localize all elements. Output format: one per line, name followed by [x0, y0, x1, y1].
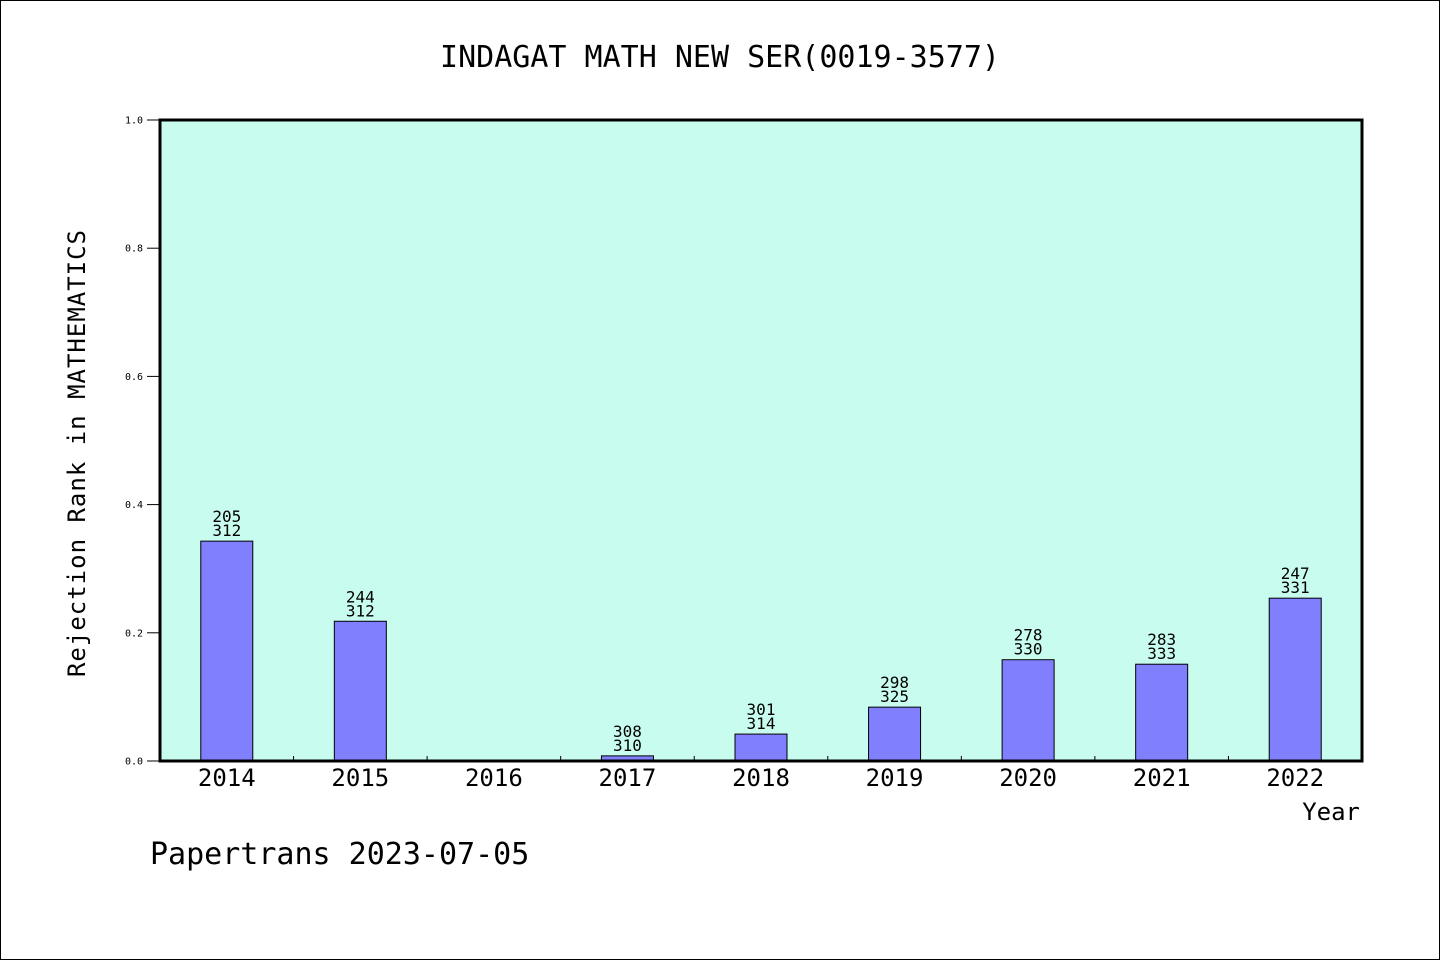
x-tick-label-2015: 2015 — [331, 764, 389, 792]
bar-2022 — [1268, 597, 1322, 762]
bar-label-top-2020: 278 — [1014, 626, 1043, 645]
x-axis-label: Year — [1302, 798, 1360, 826]
bar-2014 — [200, 540, 254, 762]
y-axis-label: Rejection Rank in MATHEMATICS — [63, 229, 91, 677]
bar-label-bottom-2019: 325 — [880, 687, 909, 706]
x-tick-label-2017: 2017 — [599, 764, 657, 792]
bar-2021 — [1135, 663, 1189, 762]
x-tick-label-2014: 2014 — [198, 764, 256, 792]
chart-title: INDAGAT MATH NEW SER(0019-3577) — [440, 40, 1000, 75]
bar-label-top-2021: 283 — [1147, 630, 1176, 649]
x-tick-label-2020: 2020 — [999, 764, 1057, 792]
plot-border — [158, 118, 1364, 763]
bar-label-top-2018: 301 — [747, 700, 776, 719]
y-tick-label-1: 0.2 — [125, 628, 143, 639]
bar-label-bottom-2017: 310 — [613, 736, 642, 755]
bar-label-top-2015: 244 — [346, 587, 375, 606]
bar-2019 — [868, 706, 922, 762]
bar-label-top-2022: 247 — [1281, 564, 1310, 583]
bar-label-top-2019: 298 — [880, 673, 909, 692]
bar-label-top-2014: 205 — [212, 507, 241, 526]
bar-labels-layer: 2053122443123083103013142983252783302833… — [212, 507, 1309, 755]
x-tick-label-2018: 2018 — [732, 764, 790, 792]
bar-2018 — [734, 733, 788, 762]
bar-label-bottom-2021: 333 — [1147, 644, 1176, 663]
y-tick-label-0: 0.0 — [125, 757, 143, 768]
x-tick-label-2019: 2019 — [866, 764, 924, 792]
bar-label-bottom-2020: 330 — [1014, 640, 1043, 659]
bars-layer — [200, 540, 1322, 762]
footer-credit: Papertrans 2023-07-05 — [150, 837, 529, 872]
bar-label-bottom-2018: 314 — [747, 714, 776, 733]
x-tick-label-2022: 2022 — [1266, 764, 1324, 792]
bar-label-bottom-2014: 312 — [212, 521, 241, 540]
bar-label-top-2017: 308 — [613, 722, 642, 741]
x-tick-label-2021: 2021 — [1133, 764, 1191, 792]
bar-2020 — [1001, 659, 1055, 762]
y-axis: 0.0 0.2 0.4 0.6 0.8 1.0 — [125, 116, 160, 768]
bar-2015 — [333, 620, 387, 762]
y-tick-label-4: 0.8 — [125, 244, 143, 255]
y-tick-label-2: 0.4 — [125, 500, 143, 511]
x-tick-label-2016: 2016 — [465, 764, 523, 792]
bar-label-bottom-2022: 331 — [1281, 578, 1310, 597]
bar-label-bottom-2015: 312 — [346, 601, 375, 620]
y-tick-label-5: 1.0 — [125, 116, 143, 127]
y-tick-label-3: 0.6 — [125, 372, 143, 383]
x-axis: 2014 2015 2016 2017 2018 2019 2020 2021 2022 — [198, 756, 1324, 792]
